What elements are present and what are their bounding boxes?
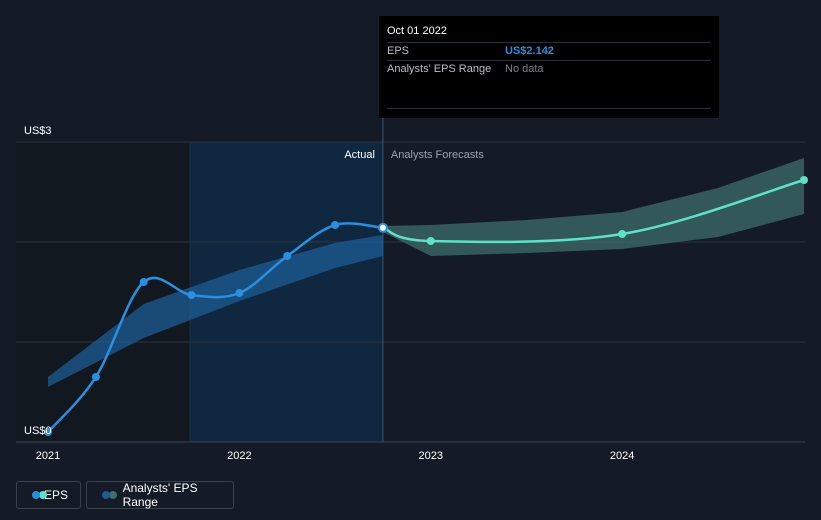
tooltip-date: Oct 01 2022 <box>387 25 447 37</box>
eps-point-actual <box>235 289 244 297</box>
eps-point-actual <box>187 291 196 299</box>
legend-eps-label: EPS <box>43 488 68 502</box>
legend-range-label: Analysts' EPS Range <box>122 481 198 509</box>
legend-eps-toggle[interactable]: EPS <box>16 481 81 509</box>
region-label-actual: Actual <box>344 149 375 161</box>
tooltip-eps-row: EPS US$2.142 <box>387 42 711 60</box>
eps-point-actual <box>331 221 340 229</box>
region-label-forecast: Analysts Forecasts <box>391 149 484 161</box>
eps-point-forecast <box>618 230 627 238</box>
legend-eps-icon <box>29 491 47 499</box>
x-tick-label: 2022 <box>227 450 251 462</box>
tooltip-eps-label: EPS <box>387 45 410 57</box>
eps-line-actual <box>47 222 384 433</box>
y-tick-label: US$0 <box>24 425 52 437</box>
tooltip-panel: Oct 01 2022 EPS US$2.142 Analysts' EPS R… <box>379 16 719 118</box>
eps-point-actual <box>283 252 292 260</box>
eps-line-forecast <box>382 178 805 244</box>
x-tick-label: 2024 <box>610 450 634 462</box>
eps-point-actual <box>44 428 52 436</box>
eps-point-actual <box>139 278 148 286</box>
range-band-actual <box>48 235 383 387</box>
legend-range-toggle[interactable]: Analysts' EPS Range <box>86 481 234 509</box>
range-band-forecast <box>382 158 804 256</box>
tooltip-range-value: No data <box>505 63 544 75</box>
eps-point-actual <box>91 373 100 381</box>
legend-range-icon <box>99 491 117 499</box>
eps-point-selected <box>377 222 388 233</box>
x-tick-label: 2023 <box>419 450 443 462</box>
y-tick-label: US$3 <box>24 125 52 137</box>
tooltip-eps-value: US$2.142 <box>505 45 554 57</box>
tooltip-divider <box>387 108 711 109</box>
eps-point-forecast <box>426 237 435 245</box>
eps-point-forecast <box>800 176 808 184</box>
tooltip-range-row: Analysts' EPS Range No data <box>387 60 711 78</box>
tooltip-range-label: Analysts' EPS Range <box>387 63 492 75</box>
x-tick-label: 2021 <box>36 450 60 462</box>
